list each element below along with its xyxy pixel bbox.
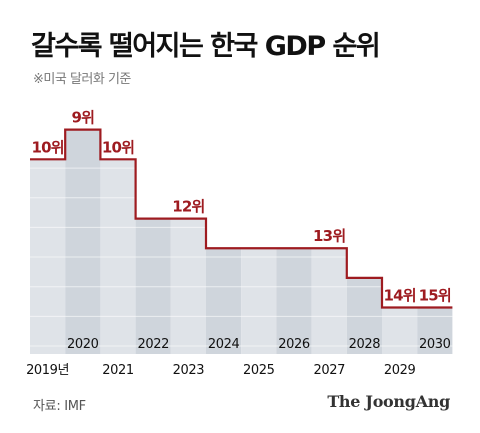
rank-label-2029: 14위 (383, 287, 415, 305)
x-tick-2027: 2027 (313, 363, 345, 378)
x-tick-2030: 2030 (419, 337, 451, 352)
row-separators (30, 167, 453, 347)
rank-label-2021: 10위 (102, 138, 134, 156)
bar-2027 (311, 248, 347, 354)
x-tick-2023: 2023 (173, 363, 205, 378)
source-note: 자료: IMF (33, 399, 86, 414)
bar-2024 (206, 248, 242, 354)
x-tick-2019: 2019년 (26, 363, 69, 378)
x-tick-2021: 2021 (102, 363, 134, 378)
brand-logo: The JoongAng (327, 392, 450, 411)
rank-labels: 10위 9위 10위 12위 13위 14위 15위 (31, 109, 451, 305)
bars-layer (30, 129, 453, 354)
chart-title: 갈수록 떨어지는 한국 GDP 순위 (31, 31, 381, 62)
chart-subtitle: ※미국 달러화 기준 (33, 72, 131, 87)
bar-2020 (65, 129, 101, 354)
x-tick-2020: 2020 (67, 337, 99, 352)
bar-2029 (382, 307, 418, 354)
rank-label-2019: 10위 (31, 138, 63, 156)
x-tick-2029: 2029 (384, 363, 416, 378)
rank-label-2023: 12위 (172, 198, 204, 216)
x-tick-2026: 2026 (278, 337, 310, 352)
rank-label-2020: 9위 (71, 109, 94, 127)
x-tick-2024: 2024 (208, 337, 240, 352)
bar-2025 (241, 248, 277, 354)
rank-label-2030: 15위 (419, 287, 451, 305)
rank-label-2027: 13위 (313, 227, 345, 245)
x-tick-2022: 2022 (137, 337, 168, 352)
x-tick-2028: 2028 (349, 337, 381, 352)
bar-2026 (276, 248, 312, 354)
rank-step-line (30, 128, 453, 309)
x-tick-2025: 2025 (243, 363, 275, 378)
